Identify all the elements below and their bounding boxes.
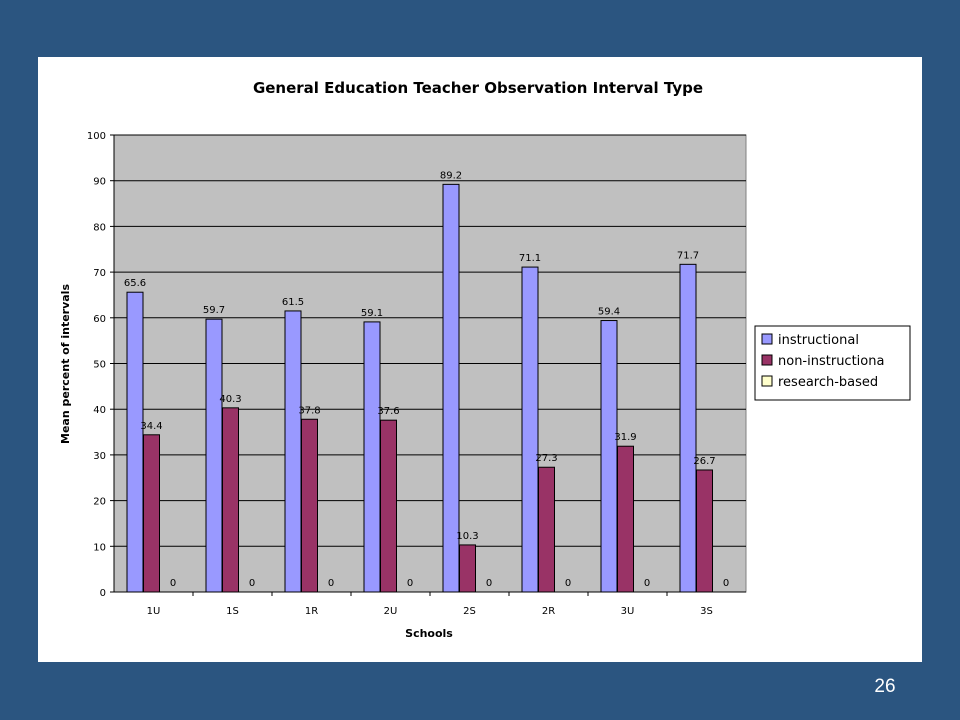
x-axis-label: Schools (405, 627, 453, 640)
data-label: 27.3 (535, 453, 557, 464)
bar-non-instructional (143, 434, 160, 593)
data-label: 61.5 (282, 297, 304, 308)
bar-non-instructional (459, 544, 476, 593)
y-tick-label: 50 (93, 360, 106, 371)
legend-box (754, 325, 911, 401)
legend-swatch (761, 354, 773, 366)
data-label: 0 (723, 578, 729, 589)
y-tick-label: 20 (93, 497, 106, 508)
data-label: 0 (407, 578, 413, 589)
data-label: 71.7 (677, 250, 699, 261)
gridlines (114, 134, 746, 547)
bar-instructional (126, 291, 144, 593)
legend-label: research-based (778, 375, 878, 390)
data-label: 0 (170, 578, 176, 589)
bar-non-instructional (222, 407, 239, 593)
data-label: 37.6 (377, 406, 399, 417)
data-label: 0 (328, 578, 334, 589)
data-label: 26.7 (693, 456, 715, 467)
y-tick-label: 30 (93, 451, 106, 462)
y-tick-label: 70 (93, 268, 106, 279)
slide-number: 26 (874, 676, 896, 697)
y-tick-label: 100 (87, 131, 106, 142)
bars (126, 183, 713, 593)
bar-instructional (679, 263, 697, 593)
chart-title: General Education Teacher Observation In… (253, 79, 703, 97)
data-label: 71.1 (519, 253, 541, 264)
data-label: 10.3 (456, 531, 478, 542)
bar-instructional (284, 310, 302, 593)
x-tick-label: 3S (700, 606, 713, 617)
bar-instructional (600, 320, 618, 593)
bar-non-instructional (696, 469, 713, 593)
data-label: 0 (249, 578, 255, 589)
legend-label: instructional (778, 333, 859, 348)
data-label: 0 (486, 578, 492, 589)
y-tick-label: 80 (93, 222, 106, 233)
y-tick-label: 0 (100, 588, 106, 599)
x-tick-label: 1U (147, 606, 161, 617)
bar-instructional (521, 266, 539, 593)
y-axis-label: Mean percent of intervals (59, 284, 72, 444)
x-tick-label: 1R (305, 606, 318, 617)
data-label: 0 (565, 578, 571, 589)
data-label: 0 (644, 578, 650, 589)
data-label: 59.1 (361, 308, 383, 319)
x-tick-label: 2U (384, 606, 398, 617)
bar-non-instructional (301, 418, 318, 593)
data-label: 59.4 (598, 307, 620, 318)
data-label: 65.6 (124, 278, 146, 289)
data-label: 37.8 (298, 405, 320, 416)
x-tick-label: 2S (463, 606, 476, 617)
legend: instructional non-instructiona research-ba… (754, 325, 911, 401)
legend-swatch (761, 375, 773, 387)
x-tick-label: 1S (226, 606, 239, 617)
data-label: 40.3 (219, 394, 241, 405)
y-tick-label: 10 (93, 542, 106, 553)
bar-instructional (205, 318, 223, 593)
bar-non-instructional (538, 466, 555, 593)
y-tick-label: 90 (93, 177, 106, 188)
bar-instructional (363, 321, 381, 593)
x-axis-ticks: 1U 1S 1R 2U 2S 2R 3U 3S (147, 592, 713, 617)
x-tick-label: 2R (542, 606, 555, 617)
bar-non-instructional (380, 419, 397, 593)
data-label: 59.7 (203, 305, 225, 316)
data-label: 89.2 (440, 170, 462, 181)
bar-non-instructional (617, 445, 634, 593)
x-tick-label: 3U (621, 606, 635, 617)
y-tick-label: 40 (93, 405, 106, 416)
data-label: 34.4 (140, 421, 162, 432)
legend-label: non-instructiona (778, 354, 884, 369)
y-axis-ticks: 0 10 20 30 40 50 60 70 80 90 100 (87, 131, 114, 599)
legend-swatch (761, 333, 773, 345)
data-label: 31.9 (614, 432, 636, 443)
data-labels: 65.6 34.4 0 59.7 40.3 0 61.5 37.8 0 59.1 37.6 0 89.2… (124, 170, 729, 589)
y-tick-label: 60 (93, 314, 106, 325)
